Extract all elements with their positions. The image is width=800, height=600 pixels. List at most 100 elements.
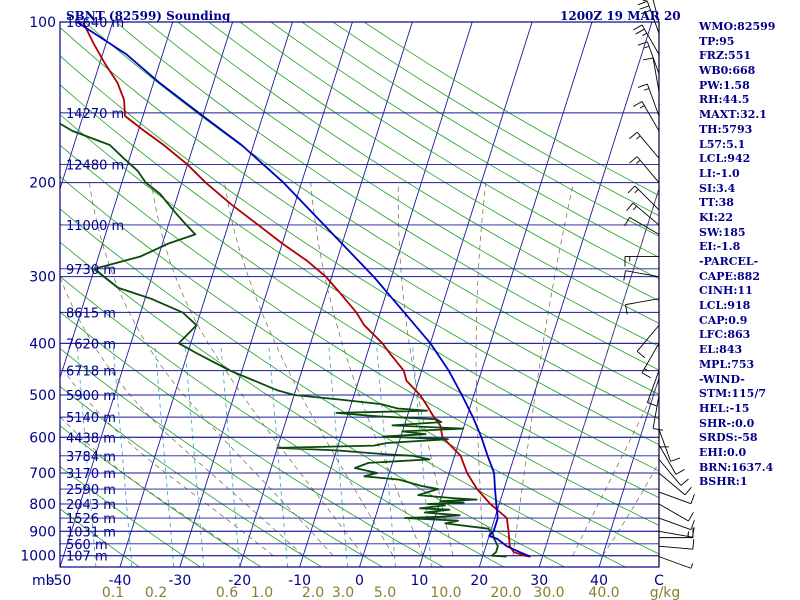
wind-barb-staff	[646, 41, 660, 74]
index-item: BRN:1637.4	[699, 460, 774, 474]
index-item: MAXT:32.1	[699, 108, 767, 122]
profile-line	[82, 22, 531, 558]
dry-adiabat-line	[60, 27, 659, 420]
height-level-label: 2590 m	[66, 483, 116, 498]
moist-adiabat-line	[224, 182, 394, 556]
mixing-ratio-label: 3.0	[332, 585, 354, 600]
wind-barb	[626, 202, 660, 226]
temperature-tick-label: -30	[168, 573, 191, 589]
wind-barb-feather	[636, 350, 646, 359]
index-item: CAP:0.9	[699, 313, 748, 327]
wind-barb	[627, 185, 660, 211]
index-item: -PARCEL-	[699, 255, 759, 268]
wind-barb-staff	[658, 472, 686, 496]
wind-barb	[629, 131, 660, 159]
mixing-ratio-line	[184, 343, 205, 567]
moist-adiabat-line	[512, 182, 574, 556]
height-level-label: 9730 m	[66, 263, 116, 278]
wind-barb-half-feather	[644, 368, 649, 372]
wind-barb-feather	[624, 217, 630, 227]
wind-barb	[643, 57, 660, 92]
wind-barb-half-feather	[690, 563, 694, 569]
wind-barb-staff	[636, 324, 660, 352]
moist-adiabat-line	[60, 276, 304, 556]
mixing-ratio-label: 20.0	[490, 585, 521, 600]
mixing-ratio-label: 2.0	[302, 585, 324, 600]
wind-barb	[658, 429, 681, 462]
isotherm-line	[598, 376, 659, 567]
temperature-tick-label: 0	[355, 573, 364, 589]
wind-barb	[658, 444, 685, 475]
isotherm-line	[478, 22, 653, 567]
wind-barb-staff	[629, 216, 660, 235]
height-level-label: 14270 m	[66, 107, 124, 122]
mixing-ratio-line	[0, 343, 12, 567]
wind-barb-feather	[675, 468, 685, 475]
sounding-datetime: 1200Z 19 MAR 20	[560, 9, 681, 23]
pressure-tick-label: 1000	[20, 549, 56, 565]
index-item: -WIND-	[699, 372, 745, 386]
wind-barb-feather	[633, 101, 643, 107]
wind-barb	[658, 517, 695, 531]
index-item: CINH:11	[699, 284, 753, 298]
index-item: TP:95	[699, 34, 735, 48]
dry-adiabat-line	[208, 22, 659, 302]
height-level-label: 1526 m	[66, 512, 116, 527]
height-level-label: 107 m	[66, 550, 108, 565]
mixing-ratio-line	[112, 343, 133, 567]
height-level-label: 7620 m	[66, 337, 116, 352]
dry-adiabat-line	[60, 241, 565, 567]
dry-adiabat-line	[239, 22, 659, 280]
wind-barb-staff	[632, 202, 660, 226]
index-item: SW:185	[699, 225, 746, 239]
wind-barb-staff	[641, 24, 660, 55]
dry-adiabat-line	[60, 508, 140, 567]
dry-adiabat-line	[60, 466, 201, 567]
index-item: KI:22	[699, 210, 734, 224]
wind-barb-staff	[634, 185, 660, 211]
pressure-tick-label: 400	[29, 336, 56, 352]
index-item: LCL:942	[699, 152, 751, 166]
wind-barb	[633, 24, 660, 55]
mixing-ratio-line	[76, 343, 97, 567]
wind-barb-feather	[637, 0, 648, 6]
wind-barb	[646, 370, 660, 407]
wind-barb-feather	[633, 24, 643, 31]
index-item: MPL:753	[699, 357, 755, 371]
wind-barb	[658, 556, 694, 569]
pressure-tick-label: 900	[29, 524, 56, 540]
wind-barb-staff	[636, 131, 660, 159]
mixing-ratio-label: 10.0	[430, 585, 461, 600]
wind-barb	[658, 472, 692, 496]
index-item: CAPE:882	[699, 269, 760, 283]
height-level-label: 3784 m	[66, 450, 116, 465]
index-item: HEL:-15	[699, 401, 750, 415]
pressure-tick-label: 600	[29, 430, 56, 446]
wind-barb-staff	[658, 444, 677, 475]
dry-adiabat-line	[60, 208, 626, 567]
dry-adiabat-line	[115, 22, 659, 371]
index-item: FRZ:551	[699, 49, 752, 63]
wind-barb-half-feather	[636, 135, 641, 140]
dry-adiabat-line	[60, 348, 383, 567]
wind-barb-staff	[658, 545, 693, 550]
wind-barb-feather	[637, 41, 648, 46]
profile-line	[76, 22, 531, 558]
index-item: LCL:918	[699, 299, 751, 313]
wind-barb	[624, 216, 660, 235]
wind-barb-staff	[646, 370, 660, 403]
dry-adiabat-line	[270, 22, 659, 258]
mixing-ratio-line	[268, 343, 289, 567]
wind-barb-feather	[692, 527, 695, 538]
height-level-label: 5900 m	[66, 389, 116, 404]
pressure-tick-label: 700	[29, 466, 56, 482]
mixing-ratio-label: 5.0	[374, 585, 396, 600]
wind-barb-staff	[636, 156, 660, 183]
temperature-tick-label: 30	[530, 573, 548, 589]
station-title: SBNT (82599) Sounding	[66, 9, 231, 23]
mixing-ratio-label: 40.0	[588, 585, 619, 600]
wind-barb	[658, 503, 694, 522]
index-item: BSHR:1	[699, 475, 748, 489]
wind-barb	[658, 539, 695, 550]
